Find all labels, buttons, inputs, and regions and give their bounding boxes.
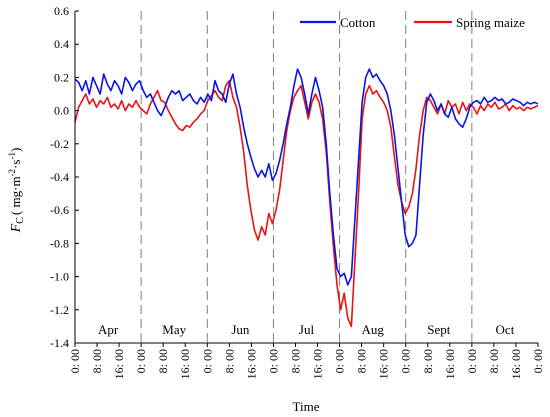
y-axis-subscript: C [15, 217, 26, 224]
y-tick-label: 0.2 [54, 70, 69, 84]
x-tick-label: 0: 00 [266, 349, 280, 373]
month-label: Sept [427, 322, 451, 337]
x-tick-label: 16: 00 [112, 349, 126, 379]
month-label: Jun [231, 322, 250, 337]
y-tick-label: -0.2 [50, 137, 69, 151]
x-tick-label: 16: 00 [509, 349, 523, 379]
series-line-spring-maize [74, 79, 539, 328]
y-tick-label: -0.8 [50, 236, 69, 250]
series-lines [74, 68, 539, 328]
x-tick-label: 16: 00 [244, 349, 258, 379]
x-tick-label: 16: 00 [377, 349, 391, 379]
month-label: Aug [361, 322, 384, 337]
x-tick-label: 8: 00 [487, 349, 501, 373]
month-label: May [162, 322, 186, 337]
y-axis-mid: ·s [8, 160, 23, 169]
x-tick-label: 16: 00 [311, 349, 325, 379]
y-tick-labels: 0.6 0.4 0.2 0.0 -0.2 -0.4 -0.6 -0.8 -1.0 -1.2 -1.4 [50, 4, 69, 350]
y-axis-symbol: F [9, 223, 24, 233]
x-tick-label: 0: 00 [134, 349, 148, 373]
y-tick-label: 0.6 [54, 4, 69, 18]
x-tick-label: 0: 00 [333, 349, 347, 373]
series-line-cotton [74, 68, 539, 286]
x-tick-label: 0: 00 [399, 349, 413, 373]
y-tick-label: 0.4 [54, 37, 69, 51]
month-label: Jul [299, 322, 315, 337]
x-axis-title: Time [293, 399, 320, 414]
y-tick-label: -1.0 [50, 270, 69, 284]
x-tick-label: 8: 00 [288, 349, 302, 373]
x-tick-label: 0: 00 [68, 349, 82, 373]
y-axis-exp1: -2 [7, 169, 17, 177]
y-tick-label: -1.2 [50, 303, 69, 317]
y-axis-unit: ( mg·m [8, 176, 23, 215]
month-labels: Apr May Jun Jul Aug Sept Oct [98, 322, 515, 337]
x-tick-labels: 0: 00 8: 00 16: 00 0: 00 8: 00 16: 00 0: 00 8: … [68, 349, 545, 379]
x-tick-label: 8: 00 [355, 349, 369, 373]
x-tick-label: 8: 00 [222, 349, 236, 373]
legend-label-cotton: Cotton [340, 15, 376, 30]
x-tick-label: 0: 00 [200, 349, 214, 373]
y-axis-exp2: -1 [7, 152, 17, 160]
month-label: Oct [496, 322, 515, 337]
x-tick-label: 8: 00 [156, 349, 170, 373]
y-tick-label: -0.4 [50, 170, 69, 184]
axes [74, 10, 539, 347]
x-tick-label: 16: 00 [178, 349, 192, 379]
x-tick-label: 8: 00 [421, 349, 435, 373]
legend-label-spring-maize: Spring maize [456, 15, 525, 30]
legend: Cotton Spring maize [300, 15, 525, 30]
x-tick-label: 16: 00 [443, 349, 457, 379]
y-axis-close: ) [8, 148, 23, 152]
y-tick-label: -0.6 [50, 203, 69, 217]
x-tick-label: 0: 00 [465, 349, 479, 373]
y-tick-label: -1.4 [50, 336, 69, 350]
y-axis-title: FC ( mg·m-2·s-1) [7, 148, 26, 234]
y-tick-label: 0.0 [54, 104, 69, 118]
month-label: Apr [98, 322, 119, 337]
x-tick-label: 8: 00 [90, 349, 104, 373]
x-tick-label: 0: 00 [531, 349, 545, 373]
